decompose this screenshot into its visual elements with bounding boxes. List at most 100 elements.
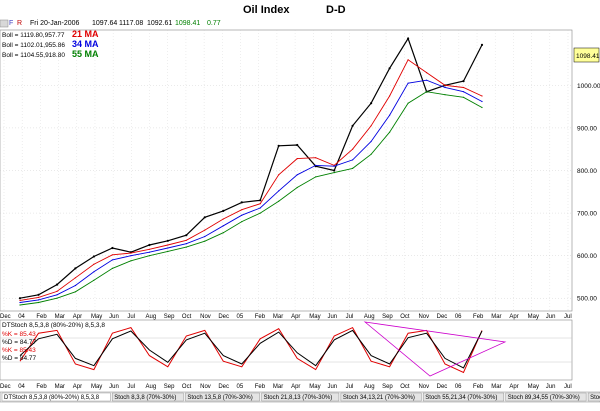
x-tick-label: Jun bbox=[109, 314, 119, 320]
x-tick-label: Oct bbox=[400, 384, 410, 390]
y-tick-label: 700.00 bbox=[577, 211, 597, 218]
data-point-close bbox=[462, 80, 465, 83]
stochastic-d-line bbox=[19, 329, 483, 369]
data-point-55-ma bbox=[481, 106, 483, 109]
data-point-34-ma bbox=[19, 301, 21, 304]
data-point-34-ma bbox=[56, 294, 58, 296]
indicator-tab[interactable] bbox=[185, 392, 260, 402]
data-point-21-ma bbox=[370, 125, 372, 127]
header-f-label[interactable]: F bbox=[9, 20, 13, 27]
data-point-close bbox=[185, 234, 188, 237]
x-tick-label: Dec bbox=[218, 384, 229, 390]
chart-title: Oil Index bbox=[243, 4, 290, 16]
indicator-tab[interactable] bbox=[340, 392, 422, 402]
x-tick-label: Oct bbox=[182, 314, 192, 320]
data-point-close bbox=[92, 255, 95, 258]
data-point-21-ma bbox=[74, 277, 76, 279]
data-point-close bbox=[333, 169, 336, 172]
data-point-34-ma bbox=[37, 299, 40, 301]
data-point-close bbox=[351, 124, 354, 127]
header-r-label[interactable]: R bbox=[17, 20, 22, 27]
header-date: Fri 20-Jan-2006 bbox=[30, 20, 80, 27]
data-point-close bbox=[388, 67, 391, 70]
data-point-21-ma bbox=[93, 263, 95, 265]
data-point-close bbox=[222, 209, 225, 212]
data-point-34-ma bbox=[333, 165, 335, 167]
price-plot-area: 500.00 600.00 700.00 800.00 900.00 1000.00 10… bbox=[0, 29, 600, 312]
data-point-55-ma bbox=[333, 172, 335, 174]
data-point-55-ma bbox=[130, 260, 132, 262]
data-point-close bbox=[370, 102, 373, 105]
data-point-55-ma bbox=[352, 167, 354, 169]
data-point-21-ma bbox=[56, 290, 58, 292]
data-point-close bbox=[407, 37, 410, 40]
x-tick-label: Jun bbox=[327, 384, 337, 390]
data-point-55-ma bbox=[462, 96, 465, 98]
x-tick-label: May bbox=[528, 314, 539, 320]
x-tick-label: May bbox=[309, 384, 320, 390]
x-tick-label: 05 bbox=[237, 314, 244, 320]
header-close: 1098.41 bbox=[175, 20, 200, 27]
x-tick-label: Feb bbox=[473, 314, 484, 320]
data-point-21-ma bbox=[296, 158, 298, 160]
x-tick-label: Dec bbox=[0, 314, 11, 320]
x-tick-label: Jul bbox=[564, 384, 572, 390]
indicator-tab[interactable] bbox=[1, 392, 111, 402]
series-line-21-ma bbox=[19, 59, 483, 301]
data-point-55-ma bbox=[315, 176, 317, 178]
x-tick-label: Apr bbox=[509, 384, 518, 390]
x-tick-label: Dec bbox=[437, 384, 448, 390]
data-point-34-ma bbox=[241, 214, 243, 216]
x-tick-label: Mar bbox=[55, 384, 65, 390]
indicator-tab[interactable] bbox=[112, 392, 184, 402]
data-point-55-ma bbox=[222, 232, 224, 234]
x-tick-label: Apr bbox=[73, 314, 82, 320]
legend: Boll = 1119.80,957.77 21 MA Boll = 1102.… bbox=[2, 29, 99, 59]
data-point-34-ma bbox=[352, 159, 354, 161]
indicator-tab[interactable] bbox=[587, 392, 600, 402]
data-point-34-ma bbox=[185, 243, 187, 245]
indicator-tab[interactable] bbox=[261, 392, 340, 402]
legend-boll-55: Boll = 1104.55,918.80 bbox=[2, 52, 65, 59]
data-point-close bbox=[296, 143, 299, 147]
x-tick-label: Apr bbox=[509, 314, 518, 320]
price-plot-frame bbox=[0, 29, 573, 312]
data-point-21-ma bbox=[389, 95, 391, 97]
data-point-34-ma bbox=[74, 284, 76, 287]
price-series bbox=[18, 37, 484, 306]
x-tick-label: Oct bbox=[400, 314, 410, 320]
data-point-34-ma bbox=[148, 251, 150, 253]
indicator-tab[interactable] bbox=[423, 392, 504, 402]
data-point-34-ma bbox=[426, 79, 428, 81]
data-point-21-ma bbox=[204, 229, 206, 231]
data-point-21-ma bbox=[481, 95, 483, 97]
data-point-34-ma bbox=[222, 225, 224, 227]
indicator-tab-label: Stoch 34,13,21 (70%-30%) bbox=[343, 395, 415, 401]
data-point-55-ma bbox=[426, 91, 428, 93]
x-tick-label: Mar bbox=[491, 384, 501, 390]
legend-ma-34: 34 MA bbox=[72, 39, 99, 49]
data-point-34-ma bbox=[481, 100, 483, 103]
indicator-tab[interactable] bbox=[505, 392, 587, 402]
x-tick-label: Jun bbox=[546, 384, 556, 390]
data-point-close bbox=[74, 267, 77, 270]
header-scroll-box[interactable] bbox=[0, 19, 9, 28]
data-point-55-ma bbox=[241, 221, 243, 223]
x-tick-label: Dec bbox=[0, 384, 11, 390]
legend-boll-21: Boll = 1119.80,957.77 bbox=[2, 32, 65, 39]
x-tick-label: Jun bbox=[109, 384, 119, 390]
data-point-21-ma bbox=[148, 248, 150, 250]
x-tick-label: Mar bbox=[55, 314, 65, 320]
y-tick-label: 500.00 bbox=[577, 296, 597, 303]
indicator-tab-label: Stoch 8,3,8 (70%-30%) bbox=[114, 395, 176, 401]
x-tick-label: Jun bbox=[546, 314, 556, 320]
x-tick-label: Jul bbox=[127, 314, 135, 320]
x-tick-label: 06 bbox=[455, 384, 462, 390]
last-price-label: 1098.41 bbox=[576, 53, 600, 60]
stochastic-triangle bbox=[363, 321, 507, 377]
data-point-34-ma bbox=[130, 255, 132, 257]
x-tick-label: Sep bbox=[382, 314, 393, 320]
x-tick-label: 05 bbox=[237, 384, 244, 390]
data-point-34-ma bbox=[204, 235, 206, 238]
data-point-55-ma bbox=[37, 301, 40, 304]
